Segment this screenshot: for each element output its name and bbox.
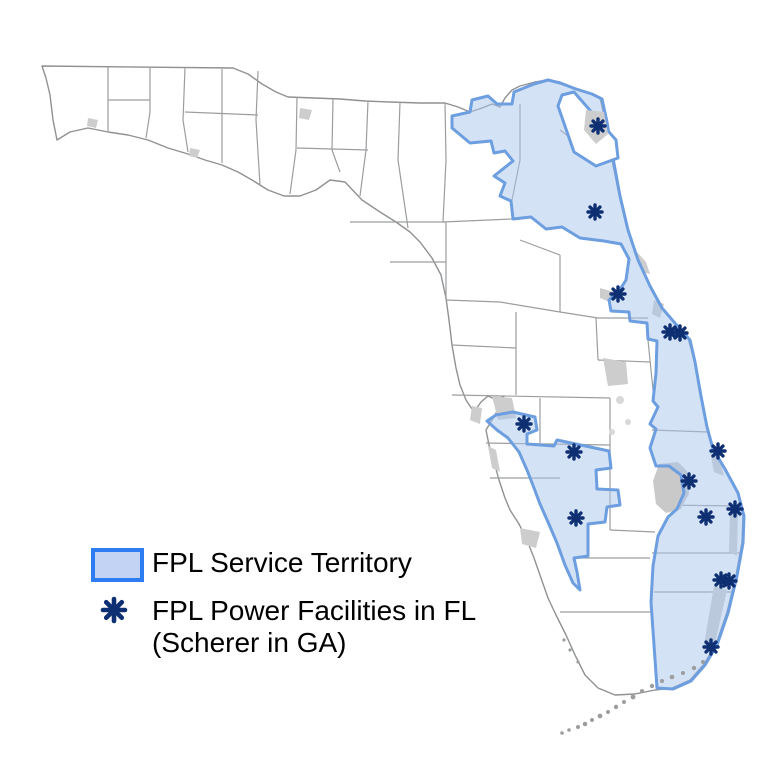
- legend-facility-marker: [100, 596, 128, 624]
- facility-marker: [680, 472, 698, 490]
- facility-marker: [726, 500, 744, 518]
- legend-facilities-label-line1: FPL Power Facilities in FL: [152, 595, 476, 626]
- legend-territory-swatch: [91, 548, 144, 582]
- florida-keys: [560, 638, 705, 735]
- map-legend: FPL Service Territory FPL Power Faciliti…: [91, 547, 476, 658]
- legend-facilities-label-line2: (Scherer in GA): [152, 627, 347, 658]
- facility-marker: [609, 285, 627, 303]
- facility-marker: [702, 638, 720, 656]
- territory-southwest-polygon: [485, 410, 622, 592]
- facility-marker: [586, 203, 604, 221]
- facility-marker: [567, 509, 585, 527]
- legend-territory-label: FPL Service Territory: [152, 547, 412, 578]
- facility-marker: [709, 442, 727, 460]
- facility-marker: [565, 443, 583, 461]
- facility-marker: [515, 415, 533, 433]
- facility-marker: [720, 572, 738, 590]
- facility-marker: [671, 324, 689, 342]
- facility-marker: [697, 508, 715, 526]
- territory-east-polygon: [450, 78, 746, 691]
- facility-marker: [589, 117, 607, 135]
- facility-markers-layer: [515, 117, 744, 656]
- legend-facility-marker-slot: [100, 596, 128, 624]
